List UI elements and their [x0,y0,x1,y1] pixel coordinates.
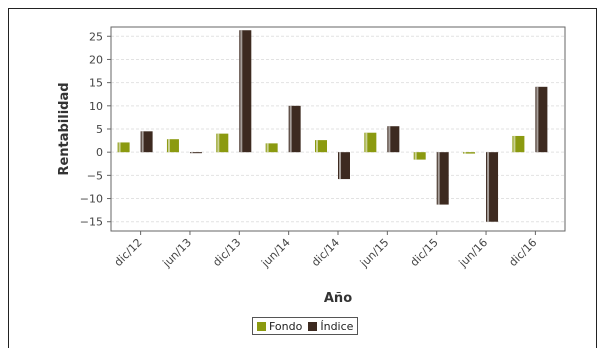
bar-indice-jun/13 [189,152,202,154]
x-tick-label: jun/14 [258,236,292,270]
x-tick-label: dic/13 [210,236,243,269]
bar-highlight [190,152,193,154]
y-tick-label: 25 [89,30,103,43]
bar-highlight [316,140,318,153]
legend-label-fondo: Fondo [269,319,303,333]
x-tick-label: dic/14 [309,236,342,269]
bar-highlight [365,132,368,153]
bar-highlight [388,126,391,153]
x-tick-label: jun/15 [357,236,391,270]
bar-highlight [217,133,220,153]
x-tick-label: jun/16 [456,236,490,270]
bar-highlight [240,30,243,153]
y-tick-label: 15 [89,77,103,90]
x-axis-title: Año [324,291,352,306]
legend-label-indice: Índice [320,319,354,333]
bar-highlight [266,143,269,153]
y-axis-title: Rentabilidad [57,82,72,175]
bar-highlight [289,105,292,153]
x-tick-label: dic/16 [506,236,539,269]
bar-fondo-dic/15 [413,152,426,160]
y-tick-label: −5 [87,169,103,182]
bar-highlight [487,152,490,222]
bar-highlight [414,152,417,160]
y-tick-label: 5 [96,123,103,136]
bar-fondo-dic/12 [117,142,130,153]
bar-fondo-jun/14 [265,143,278,153]
chart-frame [8,8,597,348]
legend: Fondo Índice [252,317,359,335]
x-tick-label: jun/13 [160,236,194,270]
y-tick-label: 10 [89,100,103,113]
chart-svg: −15 −10 −5 0 5 10 15 20 25 dic/12 jun/13 dic/13 jun… [57,26,566,306]
legend-item-fondo: Fondo [257,320,302,333]
bar-highlight [339,152,341,180]
y-tick-label: −10 [80,193,103,206]
bar-highlight [464,152,467,154]
y-tick-label: 0 [96,146,103,159]
legend-swatch-fondo [257,321,266,331]
y-tick-label: −15 [80,216,103,229]
bar-fondo-jun/16 [463,152,476,154]
legend-item-indice: Índice [308,320,353,333]
bar-highlight [513,135,516,153]
bar-highlight [118,142,121,153]
y-tick-label: 20 [89,53,103,66]
legend-swatch-indice [308,321,318,331]
bar-highlight [167,139,170,153]
bar-highlight [437,152,440,205]
x-tick-label: dic/12 [112,236,145,269]
x-tick-label: dic/15 [408,236,441,269]
bar-highlight [141,131,144,153]
bar-highlight [536,86,539,153]
